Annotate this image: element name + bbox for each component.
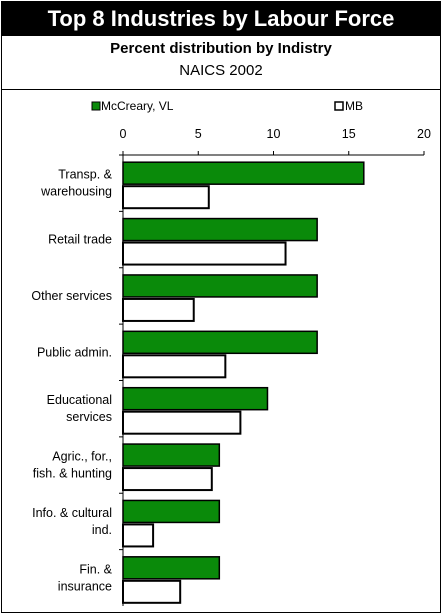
bar-series1 bbox=[123, 388, 267, 410]
bar-series1 bbox=[123, 444, 219, 466]
bar-series2 bbox=[123, 243, 286, 265]
category-label: Info. & cultural bbox=[32, 506, 112, 520]
bar-series2 bbox=[123, 468, 212, 490]
category-label: Public admin. bbox=[37, 345, 112, 359]
category-label: services bbox=[66, 410, 112, 424]
category-label: Agric., for., bbox=[52, 450, 112, 464]
x-tick-label: 10 bbox=[267, 127, 281, 141]
x-tick-label: 5 bbox=[195, 127, 202, 141]
bar-series2 bbox=[123, 299, 194, 321]
category-label: Fin. & bbox=[79, 562, 112, 576]
legend-swatch-series2 bbox=[335, 102, 343, 110]
bar-series2 bbox=[123, 186, 209, 208]
category-label: fish. & hunting bbox=[33, 467, 112, 481]
bar-series2 bbox=[123, 412, 240, 434]
bar-series1 bbox=[123, 275, 317, 297]
x-tick-label: 0 bbox=[120, 127, 127, 141]
legend-swatch-series1 bbox=[92, 102, 100, 110]
legend-label-series2: MB bbox=[345, 99, 363, 113]
category-label: Educational bbox=[47, 393, 112, 407]
bar-series1 bbox=[123, 331, 317, 353]
x-tick-label: 20 bbox=[417, 127, 431, 141]
x-tick-label: 15 bbox=[342, 127, 356, 141]
bar-series1 bbox=[123, 219, 317, 241]
category-label: Other services bbox=[31, 289, 112, 303]
category-label: Retail trade bbox=[48, 233, 112, 247]
bar-series2 bbox=[123, 355, 225, 377]
legend-label-series1: McCreary, VL bbox=[101, 99, 174, 113]
category-label: ind. bbox=[92, 523, 112, 537]
bar-series1 bbox=[123, 557, 219, 579]
bar-series1 bbox=[123, 162, 364, 184]
bar-series2 bbox=[123, 581, 180, 603]
bar-series1 bbox=[123, 500, 219, 522]
category-label: Transp. & bbox=[58, 168, 112, 182]
category-label: insurance bbox=[58, 579, 112, 593]
category-label: warehousing bbox=[40, 185, 112, 199]
bar-series2 bbox=[123, 524, 153, 546]
